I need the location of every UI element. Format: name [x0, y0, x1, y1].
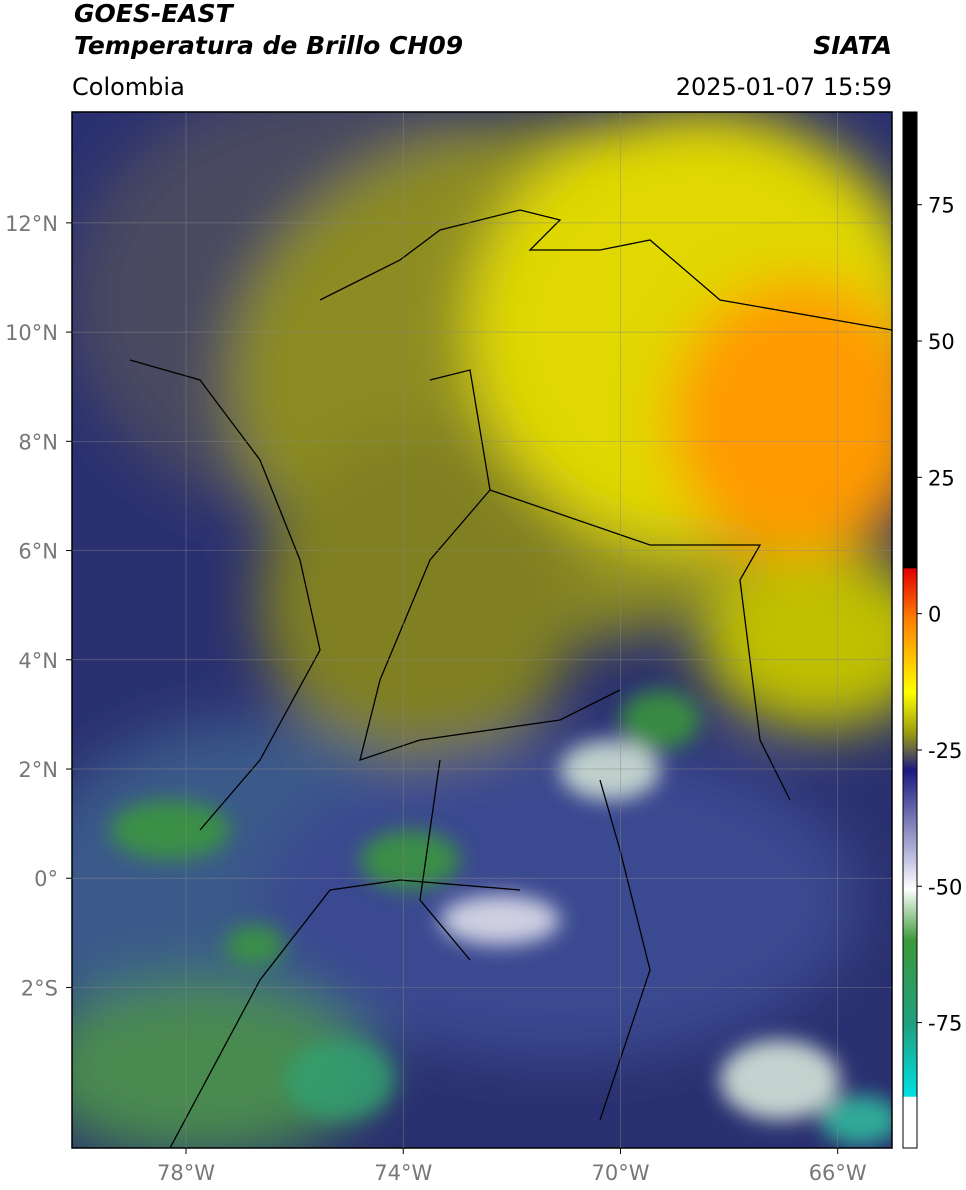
colorbar-label: -75	[928, 1012, 962, 1036]
y-tick-label: 12°N	[5, 212, 58, 236]
y-tick-label: 10°N	[5, 321, 58, 345]
colorbar-label: -50	[928, 875, 962, 899]
x-tick-label: 78°W	[157, 1161, 215, 1185]
y-tick-label: 6°N	[18, 540, 58, 564]
y-tick-label: 2°N	[18, 758, 58, 782]
colorbar-label: 0	[928, 603, 941, 627]
y-tick-label: 0°	[34, 867, 58, 891]
y-tick-label: 8°N	[18, 430, 58, 454]
x-tick-label: 66°W	[809, 1161, 867, 1185]
map-frame	[71, 111, 893, 1149]
x-tick-label: 74°W	[374, 1161, 432, 1185]
subtitle: Temperatura de Brillo CH09	[74, 31, 463, 60]
satellite-image	[72, 112, 892, 1148]
country-borders	[129, 209, 892, 1148]
y-tick-label: 4°N	[18, 649, 58, 673]
colorbar-label: -25	[928, 739, 962, 763]
datetime: 2025-01-07 15:59	[676, 73, 892, 101]
x-tick-label: 70°W	[591, 1161, 649, 1185]
source: SIATA	[813, 31, 892, 60]
colorbar-label: 75	[928, 194, 955, 218]
colorbar	[902, 111, 918, 1149]
y-tick-label: 2°S	[21, 976, 58, 1000]
colorbar-label: 25	[928, 466, 955, 490]
region: Colombia	[72, 73, 185, 101]
title: GOES-EAST	[74, 0, 235, 28]
colorbar-label: 50	[928, 330, 955, 354]
